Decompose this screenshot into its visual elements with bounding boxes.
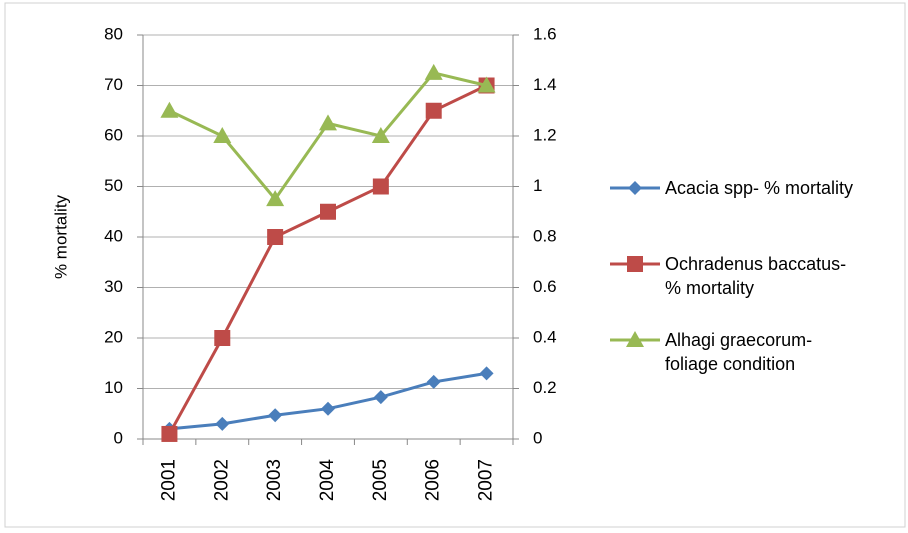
marker <box>321 401 335 416</box>
marker <box>161 425 178 442</box>
marker <box>214 330 231 346</box>
frame <box>4 2 906 528</box>
y2-tick-label: 0.2 <box>533 378 557 397</box>
marker <box>626 331 644 347</box>
marker <box>268 408 283 423</box>
marker <box>479 366 494 381</box>
legend-label: Alhagi graecorum- foliage condition <box>665 330 813 374</box>
marker <box>319 114 337 131</box>
x-tick-label: 2006 <box>423 459 444 501</box>
marker <box>373 390 388 405</box>
x-tick-label: 2003 <box>264 459 285 501</box>
y-tick-label: 0 <box>114 428 123 447</box>
marker <box>320 203 336 220</box>
legend-label: Acacia spp- % mortality <box>665 178 854 198</box>
y2-tick-label: 1.4 <box>533 75 557 94</box>
y-tick-label: 10 <box>104 378 123 397</box>
marker <box>424 63 443 80</box>
y-tick-label: 50 <box>104 176 123 195</box>
marker <box>426 374 441 389</box>
x-tick-label: 2007 <box>476 459 497 501</box>
marker <box>266 190 285 207</box>
marker <box>372 178 389 195</box>
x-tick-label: 2004 <box>317 459 338 502</box>
y2-tick-label: 1.6 <box>533 24 557 43</box>
y2-tick-label: 0.6 <box>533 277 557 296</box>
y-tick-label: 70 <box>104 75 123 94</box>
y-tick-label: 30 <box>104 277 123 296</box>
y2-tick-label: 0.8 <box>533 226 557 245</box>
marker <box>628 181 642 195</box>
marker <box>160 101 179 118</box>
marker <box>477 76 496 93</box>
marker <box>215 416 230 431</box>
marker <box>267 229 284 245</box>
y2-tick-label: 1.2 <box>533 125 557 144</box>
marker <box>213 127 232 143</box>
x-tick-label: 2002 <box>211 459 232 501</box>
y2-tick-label: 0.4 <box>533 327 557 346</box>
y-tick-label: 20 <box>104 327 123 346</box>
marker <box>627 256 643 272</box>
legend-label: Ochradenus baccatus- % mortality <box>665 254 847 298</box>
y2-tick-label: 1 <box>533 176 542 195</box>
marker <box>371 127 390 143</box>
y-tick-label: 40 <box>104 226 123 245</box>
y2-tick-label: 0 <box>533 428 542 447</box>
y-axis-label: % mortality <box>51 194 70 279</box>
marker <box>425 102 442 119</box>
x-tick-label: 2001 <box>158 459 179 501</box>
x-tick-label: 2005 <box>370 459 391 501</box>
y-tick-label: 60 <box>104 125 123 144</box>
y-tick-label: 80 <box>104 24 123 43</box>
